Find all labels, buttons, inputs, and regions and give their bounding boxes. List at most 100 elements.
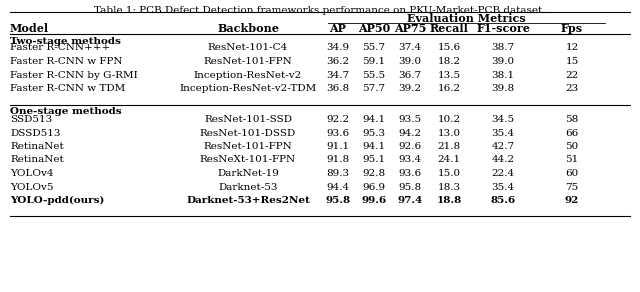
Text: ResNet-101-SSD: ResNet-101-SSD <box>204 115 292 124</box>
Text: 39.0: 39.0 <box>399 57 422 66</box>
Text: Recall: Recall <box>429 23 468 34</box>
Text: 92.2: 92.2 <box>326 115 349 124</box>
Text: 36.2: 36.2 <box>326 57 349 66</box>
Text: 95.1: 95.1 <box>362 156 385 164</box>
Text: 13.5: 13.5 <box>437 70 461 79</box>
Text: 60: 60 <box>565 169 579 178</box>
Text: ResNeXt-101-FPN: ResNeXt-101-FPN <box>200 156 296 164</box>
Text: 39.8: 39.8 <box>492 84 515 93</box>
Text: Table 1: PCB Defect Detection frameworks performance on PKU-Market-PCB dataset.: Table 1: PCB Defect Detection frameworks… <box>94 6 546 15</box>
Text: Fps: Fps <box>561 23 583 34</box>
Text: 95.8: 95.8 <box>399 182 422 192</box>
Text: 92.6: 92.6 <box>399 142 422 151</box>
Text: 13.0: 13.0 <box>437 128 461 138</box>
Text: 89.3: 89.3 <box>326 169 349 178</box>
Text: 50: 50 <box>565 142 579 151</box>
Text: 15: 15 <box>565 57 579 66</box>
Text: ResNet-101-FPN: ResNet-101-FPN <box>204 57 292 66</box>
Text: 18.2: 18.2 <box>437 57 461 66</box>
Text: YOLO-pdd(ours): YOLO-pdd(ours) <box>10 196 104 205</box>
Text: 23: 23 <box>565 84 579 93</box>
Text: RetinaNet: RetinaNet <box>10 142 64 151</box>
Text: 93.4: 93.4 <box>399 156 422 164</box>
Text: 39.2: 39.2 <box>399 84 422 93</box>
Text: 35.4: 35.4 <box>492 182 515 192</box>
Text: 34.5: 34.5 <box>492 115 515 124</box>
Text: Evaluation Metrics: Evaluation Metrics <box>407 13 526 23</box>
Text: 93.5: 93.5 <box>399 115 422 124</box>
Text: F1-score: F1-score <box>476 23 530 34</box>
Text: 57.7: 57.7 <box>362 84 385 93</box>
Text: 58: 58 <box>565 115 579 124</box>
Text: 91.8: 91.8 <box>326 156 349 164</box>
Text: 92.8: 92.8 <box>362 169 385 178</box>
Text: One-stage methods: One-stage methods <box>10 107 122 116</box>
Text: 38.1: 38.1 <box>492 70 515 79</box>
Text: 94.1: 94.1 <box>362 115 385 124</box>
Text: 95.3: 95.3 <box>362 128 385 138</box>
Text: 21.8: 21.8 <box>437 142 461 151</box>
Text: 96.9: 96.9 <box>362 182 385 192</box>
Text: 24.1: 24.1 <box>437 156 461 164</box>
Text: 94.1: 94.1 <box>362 142 385 151</box>
Text: 95.8: 95.8 <box>325 196 351 205</box>
Text: 92: 92 <box>565 196 579 205</box>
Text: 85.6: 85.6 <box>490 196 516 205</box>
Text: Inception-ResNet-v2-TDM: Inception-ResNet-v2-TDM <box>179 84 317 93</box>
Text: 38.7: 38.7 <box>492 44 515 53</box>
Text: YOLOv5: YOLOv5 <box>10 182 54 192</box>
Text: 75: 75 <box>565 182 579 192</box>
Text: 97.4: 97.4 <box>397 196 422 205</box>
Text: 35.4: 35.4 <box>492 128 515 138</box>
Text: Darknet-53+Res2Net: Darknet-53+Res2Net <box>186 196 310 205</box>
Text: 34.7: 34.7 <box>326 70 349 79</box>
Text: 22.4: 22.4 <box>492 169 515 178</box>
Text: 44.2: 44.2 <box>492 156 515 164</box>
Text: 94.4: 94.4 <box>326 182 349 192</box>
Text: 36.8: 36.8 <box>326 84 349 93</box>
Text: Faster R-CNN+++: Faster R-CNN+++ <box>10 44 110 53</box>
Text: Darknet-53: Darknet-53 <box>218 182 278 192</box>
Text: 22: 22 <box>565 70 579 79</box>
Text: 12: 12 <box>565 44 579 53</box>
Text: ResNet-101-DSSD: ResNet-101-DSSD <box>200 128 296 138</box>
Text: SSD513: SSD513 <box>10 115 52 124</box>
Text: 34.9: 34.9 <box>326 44 349 53</box>
Text: 36.7: 36.7 <box>399 70 422 79</box>
Text: 94.2: 94.2 <box>399 128 422 138</box>
Text: 15.6: 15.6 <box>437 44 461 53</box>
Text: 18.3: 18.3 <box>437 182 461 192</box>
Text: 42.7: 42.7 <box>492 142 515 151</box>
Text: RetinaNet: RetinaNet <box>10 156 64 164</box>
Text: 16.2: 16.2 <box>437 84 461 93</box>
Text: 10.2: 10.2 <box>437 115 461 124</box>
Text: Two-stage methods: Two-stage methods <box>10 36 121 46</box>
Text: 39.0: 39.0 <box>492 57 515 66</box>
Text: AP50: AP50 <box>358 23 390 34</box>
Text: Faster R-CNN by G-RMI: Faster R-CNN by G-RMI <box>10 70 138 79</box>
Text: Inception-ResNet-v2: Inception-ResNet-v2 <box>194 70 302 79</box>
Text: Backbone: Backbone <box>217 23 279 34</box>
Text: 66: 66 <box>565 128 579 138</box>
Text: 18.8: 18.8 <box>436 196 461 205</box>
Text: Model: Model <box>10 23 49 34</box>
Text: DarkNet-19: DarkNet-19 <box>217 169 279 178</box>
Text: Faster R-CNN w TDM: Faster R-CNN w TDM <box>10 84 125 93</box>
Text: 55.7: 55.7 <box>362 44 385 53</box>
Text: 55.5: 55.5 <box>362 70 385 79</box>
Text: ResNet-101-C4: ResNet-101-C4 <box>208 44 288 53</box>
Text: 93.6: 93.6 <box>326 128 349 138</box>
Text: 99.6: 99.6 <box>362 196 387 205</box>
Text: 93.6: 93.6 <box>399 169 422 178</box>
Text: 91.1: 91.1 <box>326 142 349 151</box>
Text: YOLOv4: YOLOv4 <box>10 169 54 178</box>
Text: AP75: AP75 <box>394 23 426 34</box>
Text: AP: AP <box>330 23 346 34</box>
Text: DSSD513: DSSD513 <box>10 128 61 138</box>
Text: 59.1: 59.1 <box>362 57 385 66</box>
Text: 37.4: 37.4 <box>399 44 422 53</box>
Text: Faster R-CNN w FPN: Faster R-CNN w FPN <box>10 57 122 66</box>
Text: 15.0: 15.0 <box>437 169 461 178</box>
Text: 51: 51 <box>565 156 579 164</box>
Text: ResNet-101-FPN: ResNet-101-FPN <box>204 142 292 151</box>
